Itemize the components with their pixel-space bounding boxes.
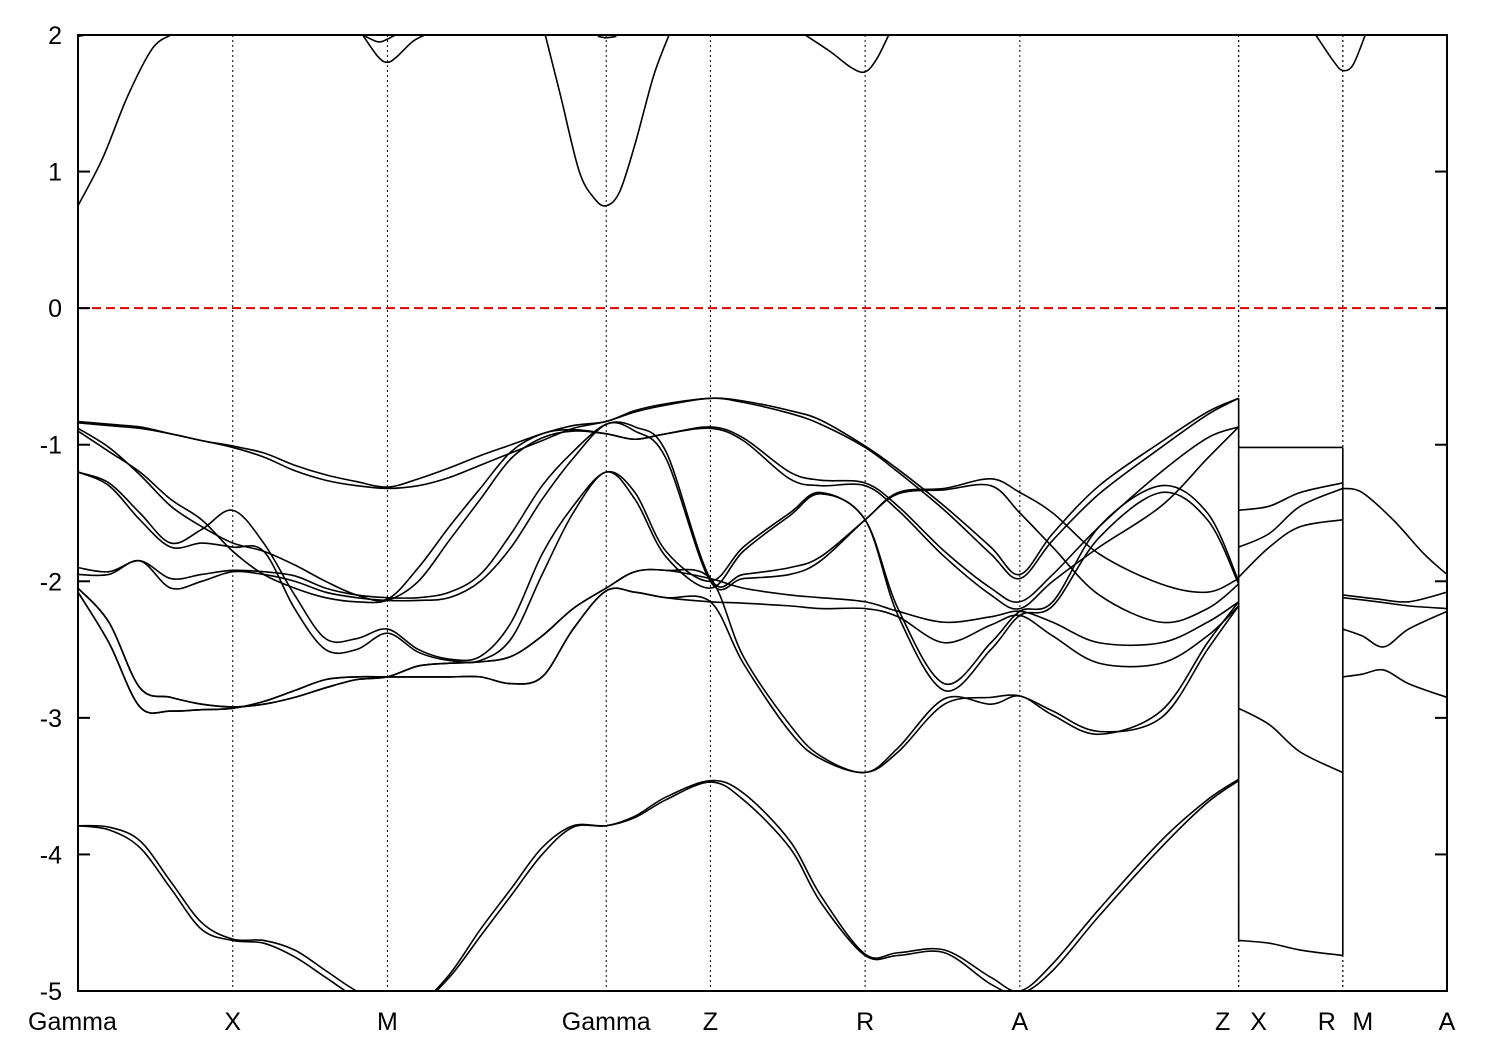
band-line	[804, 35, 890, 74]
band-line	[1238, 487, 1344, 548]
y-tick-label: -1	[40, 432, 62, 460]
band-line	[1342, 668, 1447, 699]
x-tick-label-x: X	[224, 1008, 241, 1036]
band-line	[362, 35, 413, 43]
band-line	[1238, 482, 1343, 512]
band-line	[78, 421, 1240, 624]
plot-border	[77, 34, 1448, 992]
x-tick-label-x: X	[1250, 1008, 1267, 1036]
y-tick-label: -5	[40, 978, 62, 1006]
x-tick-label-r: R	[856, 1008, 874, 1036]
y-axis-ticks: -5 -4 -3 -2 -1 0 1 2	[40, 22, 1447, 1006]
y-tick-label: -2	[40, 568, 62, 596]
band-line	[597, 35, 617, 39]
y-tick-label: -3	[40, 705, 62, 733]
y-tick-label: 0	[48, 295, 62, 323]
y-tick-label: 2	[48, 22, 62, 50]
band-line	[1342, 487, 1447, 576]
band-line	[1238, 939, 1343, 957]
band-line	[1238, 707, 1344, 774]
band-line	[78, 780, 1240, 991]
band-line	[1342, 610, 1447, 648]
band-line	[362, 35, 425, 64]
plot-frame	[77, 34, 1448, 992]
x-tick-label-m: M	[377, 1008, 398, 1036]
x-tick-label-z: Z	[703, 1008, 718, 1036]
band-line	[1238, 519, 1343, 578]
y-tick-label: -4	[40, 841, 62, 869]
x-axis-ticks: Gamma X M Gamma Z R A Z X R M A	[28, 1008, 1456, 1036]
x-tick-label-a: A	[1439, 1008, 1456, 1036]
x-tick-label-a: A	[1012, 1008, 1029, 1036]
band-line	[78, 35, 172, 207]
x-tick-label-gamma: Gamma	[562, 1008, 651, 1036]
band-line	[78, 471, 1240, 692]
x-tick-label-r: R	[1318, 1008, 1336, 1036]
band-line	[78, 397, 1240, 580]
band-line	[1315, 35, 1367, 72]
band-line	[544, 35, 670, 207]
band-line	[78, 568, 1240, 774]
band-line	[1342, 591, 1447, 603]
y-tick-label: 1	[48, 159, 62, 187]
band-lines	[78, 35, 1447, 991]
band-line	[78, 587, 1240, 774]
band-line	[1342, 596, 1447, 610]
x-tick-label-z: Z	[1215, 1008, 1230, 1036]
x-tick-label-m: M	[1352, 1008, 1373, 1036]
x-tick-label-gamma: Gamma	[28, 1008, 117, 1036]
